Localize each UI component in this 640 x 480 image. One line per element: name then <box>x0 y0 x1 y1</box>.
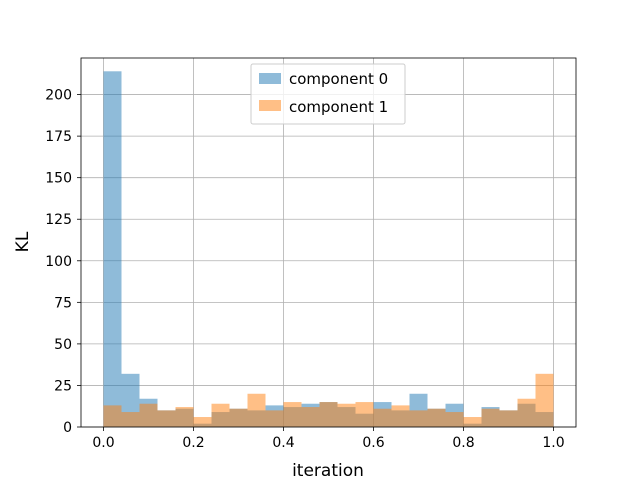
bar-component-1 <box>121 412 140 427</box>
y-tick-label: 0 <box>63 420 72 436</box>
bar-component-1 <box>319 402 338 427</box>
bar-component-1 <box>193 417 212 427</box>
legend-box <box>250 63 406 125</box>
bar-component-1 <box>301 407 320 427</box>
y-axis-label: KL <box>13 231 33 252</box>
bar-component-1 <box>391 405 410 427</box>
bar-component-1 <box>373 408 392 427</box>
x-tick-label: 1.0 <box>542 435 564 451</box>
x-axis-label: iteration <box>292 461 364 480</box>
bar-component-1 <box>445 412 464 427</box>
y-tick-label: 175 <box>45 129 72 145</box>
y-tick-label: 150 <box>45 171 72 187</box>
legend-swatch-component-1 <box>259 100 281 111</box>
x-tick-label: 0.4 <box>272 435 294 451</box>
legend-label-component-1: component 1 <box>289 98 388 116</box>
bar-component-1 <box>409 410 428 427</box>
x-tick-label: 0.2 <box>182 435 204 451</box>
x-tick-label: 0.6 <box>362 435 384 451</box>
bar-component-0 <box>103 71 122 427</box>
x-axis-ticks: 0.0 0.2 0.4 0.6 0.8 1.0 <box>92 427 565 451</box>
bar-component-1 <box>265 410 284 427</box>
y-tick-label: 75 <box>54 295 72 311</box>
bar-component-1 <box>175 407 194 427</box>
bar-component-1 <box>103 405 122 427</box>
bar-component-1 <box>463 417 482 427</box>
legend-swatch-component-0 <box>259 73 281 84</box>
bar-component-1 <box>139 403 158 427</box>
y-tick-label: 125 <box>45 212 72 228</box>
plot-frame <box>80 57 577 428</box>
bar-component-1 <box>481 408 500 427</box>
y-tick-label: 200 <box>45 88 72 104</box>
bar-component-1 <box>355 402 374 427</box>
bar-component-1 <box>283 402 302 427</box>
bar-component-1 <box>247 393 266 427</box>
bar-component-1 <box>517 398 536 427</box>
bar-component-1 <box>211 403 230 427</box>
gridlines <box>81 58 576 428</box>
bar-component-1 <box>499 410 518 427</box>
bar-component-1 <box>337 403 356 427</box>
bar-component-1 <box>229 408 248 427</box>
y-tick-label: 25 <box>54 378 72 394</box>
legend-label-component-0: component 0 <box>289 70 388 88</box>
y-tick-label: 100 <box>45 254 72 270</box>
y-tick-label: 50 <box>54 337 72 353</box>
legend: component 0 component 1 <box>250 63 406 125</box>
bar-component-1 <box>427 408 446 427</box>
x-tick-label: 0.0 <box>92 435 114 451</box>
y-axis-ticks: 0 25 50 75 100 125 150 175 200 <box>45 88 81 436</box>
bar-component-1 <box>535 373 554 427</box>
histogram-bars <box>103 71 554 427</box>
x-tick-label: 0.8 <box>452 435 474 451</box>
bar-component-1 <box>157 410 176 427</box>
